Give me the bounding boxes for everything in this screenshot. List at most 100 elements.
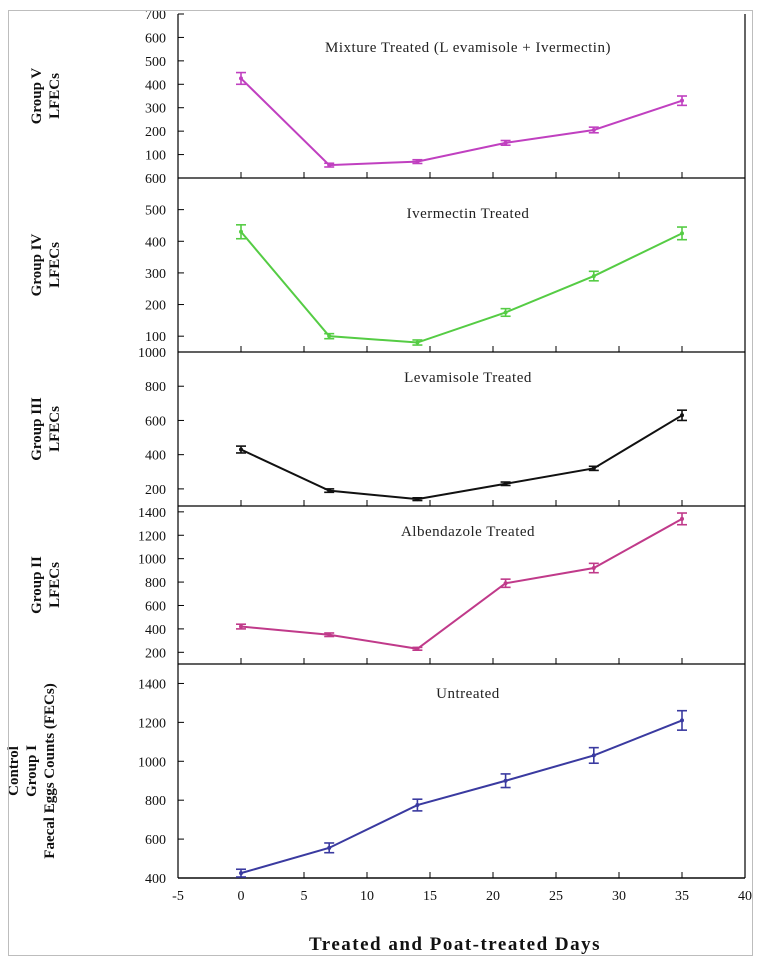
panel-title: Mixture Treated (L evamisole + Ivermecti… bbox=[325, 40, 611, 56]
data-point bbox=[415, 340, 420, 345]
data-point bbox=[503, 140, 508, 145]
data-point bbox=[239, 447, 243, 452]
series-line bbox=[240, 77, 683, 167]
panel-2: 100 200 300 400 500 600 Ivermectin Treated Grou… bbox=[29, 172, 746, 353]
panel-3: 200 400 600 800 1000 Levamisole Treated Group … bbox=[29, 346, 746, 507]
data-point bbox=[415, 646, 420, 651]
y-tick-label: 1200 bbox=[138, 529, 166, 544]
panel-4: 200 400 600 800 1000 1200 1400 Albendazole Trea… bbox=[29, 506, 746, 665]
y-tick-label: 200 bbox=[145, 299, 166, 314]
series-line bbox=[240, 231, 683, 344]
x-tick-label: 15 bbox=[423, 889, 437, 904]
x-tick-label: 20 bbox=[486, 889, 500, 904]
data-point bbox=[591, 127, 596, 132]
data-point bbox=[591, 566, 596, 571]
y-tick-label: 100 bbox=[145, 149, 166, 164]
y-tick-label: 1000 bbox=[138, 346, 166, 361]
data-point bbox=[327, 488, 332, 493]
data-point bbox=[591, 753, 596, 758]
data-point bbox=[503, 481, 508, 486]
y-tick-label: 200 bbox=[145, 483, 166, 498]
y-tick-label: 300 bbox=[145, 267, 166, 282]
y-axis-label-line: Group V bbox=[29, 68, 45, 125]
y-axis-label-line: LFECs bbox=[47, 562, 63, 608]
y-axis-label: Control Group I Faecal Eggs Counts (FECs) bbox=[6, 683, 58, 858]
panel-5: 400 600 800 1000 1200 1400 Untreated Control Gro… bbox=[6, 677, 746, 887]
y-axis-label: Group V LFECs bbox=[29, 68, 63, 125]
y-tick-label: 200 bbox=[145, 125, 166, 140]
series-line bbox=[240, 414, 683, 501]
y-axis-label: Group IV LFECs bbox=[29, 234, 63, 297]
y-tick-label: 400 bbox=[145, 872, 166, 887]
y-tick-label: 800 bbox=[145, 576, 166, 591]
data-point bbox=[239, 624, 243, 629]
y-tick-label: 600 bbox=[145, 31, 166, 46]
panel-title: Levamisole Treated bbox=[404, 370, 532, 386]
y-tick-label: 700 bbox=[145, 8, 166, 23]
y-axis-label-line: LFECs bbox=[47, 406, 63, 452]
series-line bbox=[240, 719, 683, 875]
series-line bbox=[240, 518, 683, 650]
data-point bbox=[327, 334, 332, 339]
y-tick-label: 1000 bbox=[138, 755, 166, 770]
data-point bbox=[239, 871, 243, 876]
data-point bbox=[415, 497, 420, 502]
y-tick-label: 600 bbox=[145, 172, 166, 187]
y-axis-label-line: LFECs bbox=[47, 242, 63, 288]
y-tick-label: 400 bbox=[145, 78, 166, 93]
y-tick-label: 1000 bbox=[138, 553, 166, 568]
y-tick-label: 600 bbox=[145, 833, 166, 848]
y-tick-label: 600 bbox=[145, 414, 166, 429]
data-point bbox=[327, 163, 332, 168]
data-point bbox=[591, 274, 596, 279]
y-tick-label: 800 bbox=[145, 794, 166, 809]
y-axis-label-line: Group I bbox=[24, 745, 40, 797]
y-axis-label: Group II LFECs bbox=[29, 556, 63, 614]
y-tick-label: 400 bbox=[145, 623, 166, 638]
y-axis-label-line: Group IV bbox=[29, 234, 45, 297]
data-point bbox=[327, 845, 332, 850]
y-axis-label-line: LFECs bbox=[47, 73, 63, 119]
x-tick-label: 0 bbox=[238, 889, 245, 904]
y-axis-label-line: Control bbox=[6, 746, 22, 796]
y-axis-label: Group III LFECs bbox=[29, 397, 63, 461]
x-tick-label: 25 bbox=[549, 889, 563, 904]
data-point bbox=[680, 413, 684, 418]
data-point bbox=[503, 581, 508, 586]
data-point bbox=[680, 231, 684, 236]
data-point bbox=[680, 516, 684, 521]
data-point bbox=[239, 76, 243, 81]
data-point bbox=[415, 803, 420, 808]
y-tick-label: 400 bbox=[145, 235, 166, 250]
y-tick-label: 600 bbox=[145, 599, 166, 614]
x-tick-label: 5 bbox=[301, 889, 308, 904]
x-tick-label: -5 bbox=[172, 889, 184, 904]
data-point bbox=[239, 229, 243, 234]
panel-title: Untreated bbox=[436, 686, 500, 702]
data-point bbox=[591, 466, 596, 471]
y-tick-label: 1400 bbox=[138, 677, 166, 692]
data-point bbox=[680, 718, 684, 723]
y-tick-label: 800 bbox=[145, 380, 166, 395]
x-tick-label: 35 bbox=[675, 889, 689, 904]
x-tick-label: 10 bbox=[360, 889, 374, 904]
y-tick-label: 500 bbox=[145, 204, 166, 219]
y-tick-label: 400 bbox=[145, 449, 166, 464]
y-tick-label: 1400 bbox=[138, 506, 166, 521]
y-axis-label-line: Group III bbox=[29, 397, 45, 461]
x-tick-label: 30 bbox=[612, 889, 626, 904]
data-point bbox=[327, 632, 332, 637]
y-axis-label-line: Group II bbox=[29, 556, 45, 614]
x-axis-label: Treated and Poat-treated Days bbox=[309, 934, 601, 955]
panel-1: 100 200 300 400 500 600 700 Mixture Treated (L … bbox=[29, 8, 746, 179]
y-axis-label-line: Faecal Eggs Counts (FECs) bbox=[42, 683, 58, 858]
panel-title: Albendazole Treated bbox=[401, 524, 535, 540]
y-tick-label: 100 bbox=[145, 330, 166, 345]
y-tick-label: 300 bbox=[145, 102, 166, 117]
y-tick-label: 500 bbox=[145, 55, 166, 70]
y-tick-label: 1200 bbox=[138, 716, 166, 731]
data-point bbox=[503, 778, 508, 783]
y-tick-label: 200 bbox=[145, 646, 166, 661]
